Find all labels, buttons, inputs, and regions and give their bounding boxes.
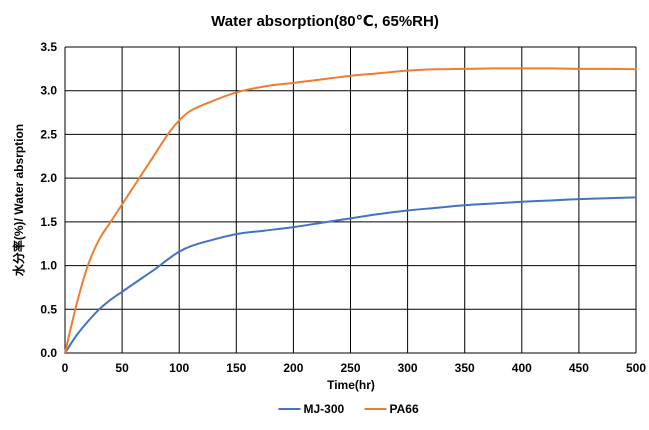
x-tick-label: 0 — [62, 361, 69, 375]
y-tick-label: 0.0 — [40, 346, 57, 360]
x-tick-label: 50 — [115, 361, 129, 375]
chart-title: Water absorption(80℃, 65%RH) — [211, 13, 439, 30]
tick-labels: 0.0 0.5 1.0 1.5 2.0 2.5 3.0 3.5 0 50 100 150 200 250 3… — [40, 40, 646, 375]
x-tick-label: 400 — [512, 361, 532, 375]
y-tick-label: 3.5 — [40, 40, 57, 54]
y-tick-label: 3.0 — [40, 84, 57, 98]
y-tick-label: 1.0 — [40, 259, 57, 273]
x-tick-label: 500 — [626, 361, 646, 375]
x-tick-label: 100 — [169, 361, 189, 375]
legend-label-pa66: PA66 — [390, 402, 419, 416]
x-tick-label: 250 — [340, 361, 360, 375]
x-tick-label: 150 — [226, 361, 246, 375]
legend-label-mj-300: MJ-300 — [304, 402, 345, 416]
x-axis-label: Time(hr) — [327, 378, 375, 392]
y-tick-label: 0.5 — [40, 302, 57, 316]
x-tick-label: 350 — [455, 361, 475, 375]
y-axis-label: 水分率(%)/ Water absrption — [11, 124, 26, 276]
series-line-mj-300 — [64, 196, 637, 354]
series — [64, 67, 637, 354]
x-tick-label: 450 — [569, 361, 589, 375]
x-tick-label: 300 — [398, 361, 418, 375]
axes — [64, 47, 636, 354]
y-tick-label: 1.5 — [40, 215, 57, 229]
y-tick-label: 2.0 — [40, 171, 57, 185]
x-tick-label: 200 — [283, 361, 303, 375]
legend: MJ-300 PA66 — [278, 402, 419, 416]
series-line-pa66 — [64, 67, 637, 354]
y-tick-label: 2.5 — [40, 127, 57, 141]
